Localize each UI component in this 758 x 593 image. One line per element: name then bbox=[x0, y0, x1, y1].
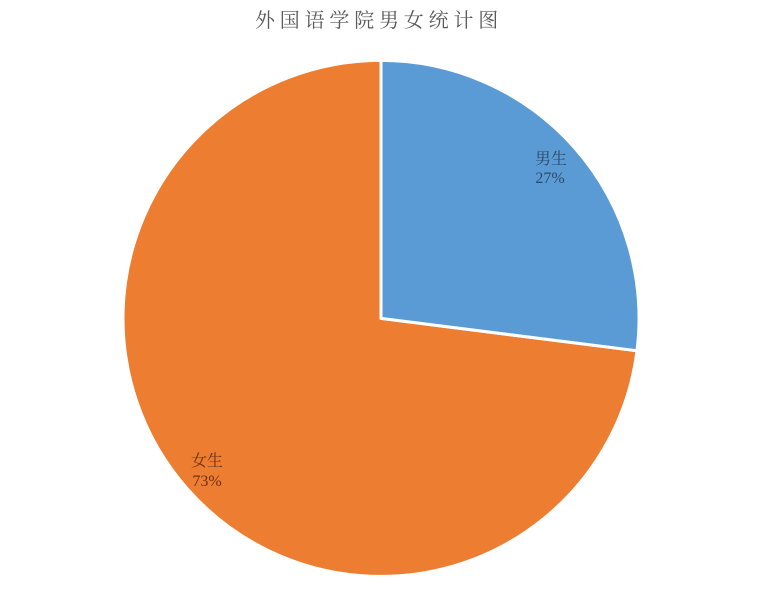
svg-text:27%: 27% bbox=[535, 170, 564, 187]
svg-text:男生: 男生 bbox=[535, 150, 567, 168]
svg-text:73%: 73% bbox=[192, 473, 221, 490]
svg-text:女生: 女生 bbox=[191, 452, 223, 470]
